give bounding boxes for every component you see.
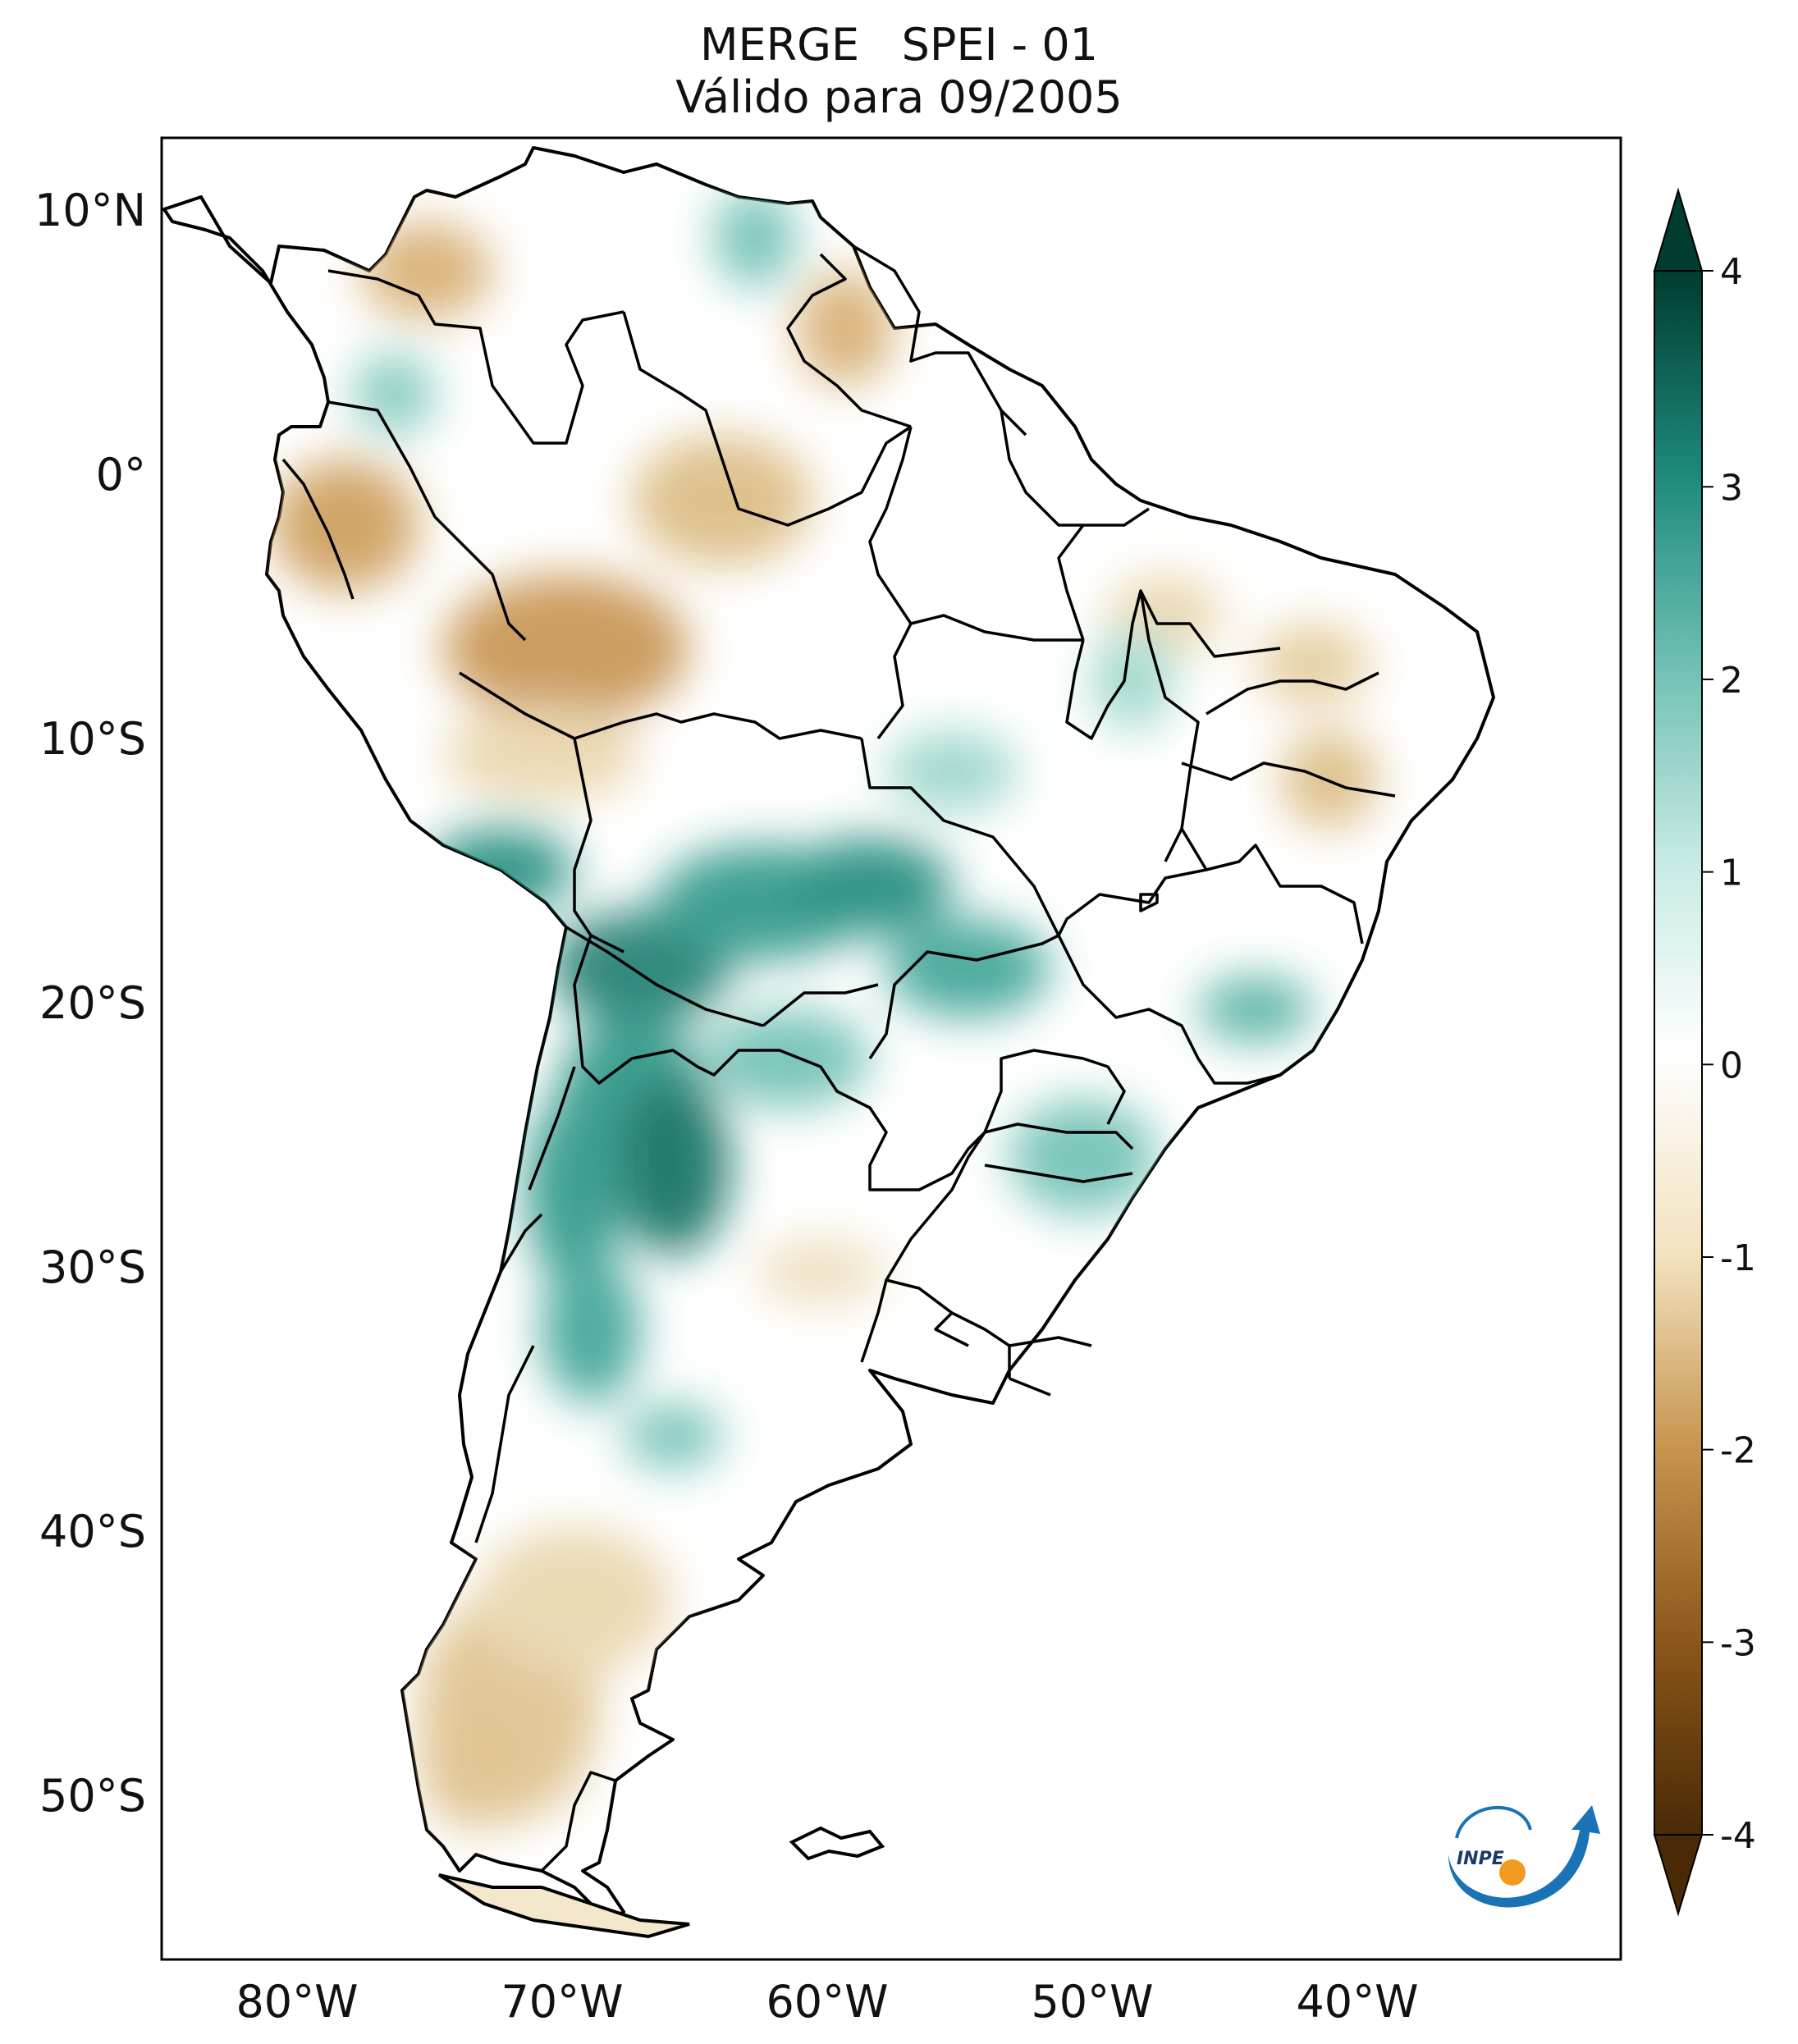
colorbar-tick-label: -1 [1720, 1237, 1756, 1279]
colorbar-tick-label: -4 [1720, 1815, 1756, 1857]
lon-label: 50°W [1031, 1976, 1153, 2028]
lat-label: 10°N [34, 185, 146, 236]
colorbar-tick-label: 2 [1720, 660, 1743, 702]
logo-orbit-icon [1455, 1805, 1532, 1839]
logo-swoosh-icon [1448, 1805, 1600, 1908]
lat-label: 0° [96, 449, 146, 501]
colorbar: 4 3 2 1 0 -1 -2 -3 -4 [1653, 187, 1756, 1917]
colorbar-ramp [1654, 270, 1703, 1836]
map-title: MERGE SPEI - 01 [699, 19, 1099, 71]
logo-text: INPE [1457, 1849, 1504, 1869]
map-frame [160, 136, 1622, 1961]
colorbar-tick-label: 1 [1720, 853, 1743, 894]
spei-field [271, 189, 1379, 1830]
lat-label: 30°S [39, 1241, 146, 1293]
lat-axis: 10°N 0° 10°S 20°S 30°S 40°S 50°S [34, 185, 146, 1822]
country-borders [281, 245, 1396, 1873]
tierra-del-fuego [437, 1873, 690, 1939]
lat-label: 40°S [39, 1506, 146, 1557]
logo-sun-icon [1499, 1859, 1526, 1886]
map-area [162, 146, 1495, 1939]
lon-label: 80°W [236, 1976, 358, 2028]
lat-label: 20°S [39, 977, 146, 1029]
inpe-logo: INPE [1448, 1805, 1600, 1908]
map-subtitle: Válido para 09/2005 [675, 71, 1123, 123]
lon-axis: 80°W 70°W 60°W 50°W 40°W [236, 1976, 1418, 2028]
lat-label: 50°S [39, 1770, 146, 1822]
lon-label: 70°W [501, 1976, 623, 2028]
lon-label: 40°W [1296, 1976, 1418, 2028]
colorbar-top-arrow [1653, 187, 1704, 272]
falkland-islands [789, 1826, 885, 1861]
colorbar-bottom-arrow [1653, 1834, 1704, 1917]
colorbar-tick-label: 3 [1720, 467, 1743, 509]
colorbar-tick-label: 0 [1720, 1045, 1743, 1086]
colorbar-tick-label: -3 [1720, 1622, 1756, 1664]
lon-label: 60°W [766, 1976, 888, 2028]
colorbar-tick-label: 4 [1720, 251, 1743, 293]
lat-label: 10°S [39, 713, 146, 765]
colorbar-tick-label: -2 [1720, 1430, 1756, 1472]
